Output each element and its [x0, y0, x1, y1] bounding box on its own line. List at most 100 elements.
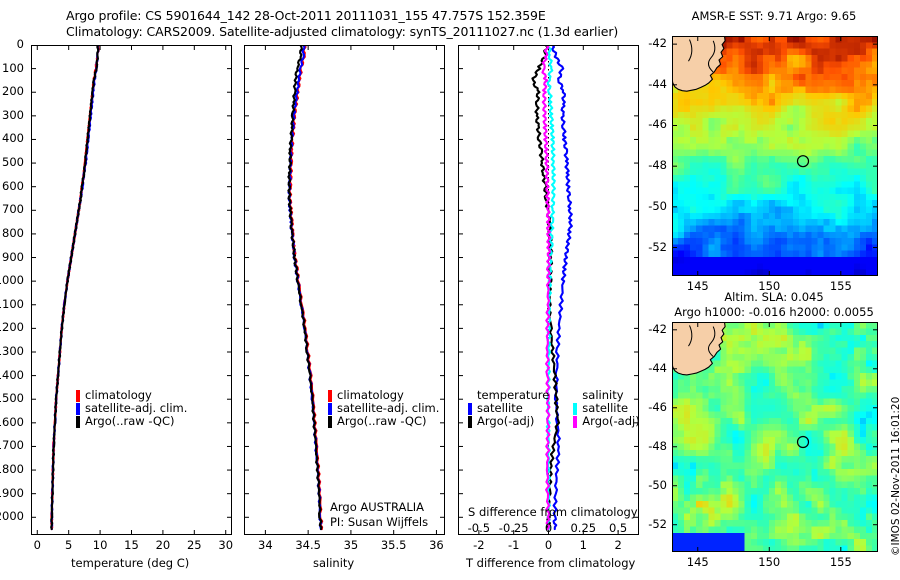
temperature-ticklabel-3: 15 — [124, 538, 139, 552]
difference-legend-sal-swatch-0 — [573, 402, 578, 415]
temperature-ticklabel-2: 10 — [92, 538, 108, 552]
sla-lon-ticklabel-0: 145 — [686, 555, 709, 569]
salinity-legend-row-1: satellite-adj. clim. — [328, 402, 439, 415]
depth-ticklabel-2: 200 — [2, 84, 24, 99]
depth-ticklabel-1: 100 — [2, 60, 24, 75]
temperature-legend-swatch-2 — [76, 415, 80, 428]
tdiff-ticklabel-0: -2 — [473, 538, 485, 552]
difference-plot-area — [458, 45, 639, 535]
temperature-plot-area — [31, 45, 232, 535]
sst-lat-ticklabel-2: -46 — [648, 117, 667, 132]
profile-location-marker — [796, 155, 810, 168]
depth-ticklabel-19: 1900 — [0, 485, 24, 500]
salinity-ticklabel-3: 35.5 — [380, 538, 407, 552]
sst-map — [672, 36, 878, 276]
sdiff-ticklabel-1: -0.25 — [498, 521, 529, 535]
difference-legend-sal-row-0: satellite — [573, 402, 639, 415]
sst-map-y-ticklabels: -42 -44 -46 -48 -50 -52 — [640, 36, 670, 276]
sla-map-y-ticklabels: -42 -44 -46 -48 -50 -52 — [640, 322, 670, 552]
difference-legend-sal-label-0: satellite — [582, 401, 629, 415]
temperature-legend-row-2: Argo(..raw -QC) — [76, 415, 187, 428]
depth-ticklabel-0: 0 — [16, 37, 24, 51]
difference-legend-sal-swatch-1 — [573, 415, 578, 428]
temperature-legend-label-2: Argo(..raw -QC) — [85, 414, 175, 428]
tdiff-ticklabel-3: 1 — [579, 538, 587, 552]
temperature-ticklabel-0: 0 — [33, 538, 41, 552]
sst-map-canvas — [672, 36, 878, 276]
difference-legend-sal-row-1: Argo(-adj) — [573, 414, 640, 428]
depth-ticklabel-17: 1700 — [0, 438, 24, 453]
sla-lat-ticklabel-0: -42 — [648, 321, 667, 336]
difference-legend-temp-swatch-0 — [468, 402, 472, 415]
sdiff-ticklabel-3: 0.25 — [570, 521, 597, 535]
difference-legend: temperature satellite Argo(-adj) salinity sa… — [468, 389, 640, 428]
depth-ticklabel-15: 1500 — [0, 391, 24, 406]
depth-ticklabel-9: 900 — [2, 249, 24, 264]
tdiff-ticklabel-4: 2 — [614, 538, 622, 552]
sla-lat-ticklabel-4: -50 — [648, 477, 667, 492]
salinity-legend-row-0: climatology — [328, 389, 439, 402]
depth-ticklabel-4: 400 — [2, 131, 24, 146]
sla-lon-ticklabel-1: 150 — [758, 555, 781, 569]
sla-map-canvas — [672, 322, 878, 552]
salinity-ticklabel-4: 36 — [429, 538, 444, 552]
salinity-legend-swatch-0 — [328, 389, 332, 402]
sst-lon-ticklabel-0: 145 — [686, 279, 709, 293]
temperature-y-ticklabels: 0 100 200 300 400 500 600 700 800 900 1000 1100 1200… — [0, 37, 28, 535]
salinity-legend-label-2: Argo(..raw -QC) — [337, 414, 427, 428]
salinity-ticklabel-1: 34.5 — [295, 538, 321, 552]
difference-top-axis-label: S difference from climatology — [468, 505, 638, 519]
temperature-legend-swatch-1 — [76, 402, 80, 415]
profile-location-marker — [796, 435, 810, 449]
salinity-ticklabel-2: 35 — [343, 538, 359, 552]
temperature-ticklabel-1: 5 — [65, 538, 73, 552]
header-line-1: Argo profile: CS 5901644_142 28-Oct-2011… — [66, 8, 546, 23]
sla-lon-ticklabel-2: 155 — [829, 555, 852, 569]
difference-legend-col-sal: salinity satellite Argo(-adj) — [573, 388, 640, 428]
salinity-annotation-pi: PI: Susan Wijffels — [330, 515, 429, 529]
temperature-legend-swatch-0 — [76, 389, 80, 402]
depth-ticklabel-7: 700 — [2, 202, 24, 217]
difference-legend-header-temp: temperature — [477, 388, 550, 402]
depth-ticklabel-11: 1100 — [0, 296, 24, 311]
sla-map-title-line1: Altim. SLA: 0.045 — [724, 290, 824, 304]
sdiff-ticklabel-4: 0.5 — [608, 521, 628, 535]
depth-ticklabel-3: 300 — [2, 107, 24, 122]
salinity-legend-label-1: satellite-adj. clim. — [337, 401, 440, 415]
depth-ticklabel-14: 1400 — [0, 367, 24, 382]
sst-map-title: AMSR-E SST: 9.71 Argo: 9.65 — [691, 9, 857, 23]
sla-lat-ticklabel-2: -46 — [648, 399, 667, 414]
difference-legend-temp-row-1: Argo(-adj) — [468, 415, 549, 428]
temperature-ticklabel-5: 25 — [186, 538, 202, 552]
temperature-legend-label-1: satellite-adj. clim. — [85, 401, 188, 415]
temperature-legend: climatology satellite-adj. clim. Argo(..ra… — [76, 389, 187, 428]
difference-legend-temp-label-1: Argo(-adj) — [477, 414, 535, 428]
temperature-ticklabel-4: 20 — [155, 538, 171, 552]
header-line-2: Climatology: CARS2009. Satellite-adjuste… — [66, 24, 619, 39]
depth-ticklabel-12: 1200 — [0, 320, 24, 335]
difference-legend-temp-swatch-1 — [468, 415, 472, 428]
difference-legend-sal-label-1: Argo(-adj) — [582, 414, 640, 428]
tdiff-ticklabel-1: -1 — [507, 538, 520, 552]
sla-lat-ticklabel-5: -52 — [648, 516, 667, 531]
difference-legend-header-sal: salinity — [582, 388, 624, 402]
difference-legend-col-temp: temperature satellite Argo(-adj) — [468, 389, 549, 428]
salinity-legend-row-2: Argo(..raw -QC) — [328, 415, 439, 428]
sla-map-title-line2: Argo h1000: -0.016 h2000: 0.0055 — [674, 305, 874, 319]
depth-ticklabel-20: 2000 — [0, 509, 24, 524]
temperature-axis-label: temperature (deg C) — [71, 556, 190, 570]
temperature-legend-row-1: satellite-adj. clim. — [76, 402, 187, 415]
depth-ticklabel-13: 1300 — [0, 343, 24, 358]
temperature-legend-row-0: climatology — [76, 389, 187, 402]
sst-lat-ticklabel-3: -48 — [648, 158, 667, 173]
sdiff-ticklabel-2: 0 — [544, 521, 553, 535]
sst-lon-ticklabel-2: 155 — [829, 279, 852, 293]
sst-lat-ticklabel-1: -44 — [648, 76, 667, 91]
difference-legend-temp-row-0: satellite — [468, 402, 549, 415]
difference-legend-temp-label-0: satellite — [477, 401, 523, 415]
depth-ticklabel-6: 600 — [2, 178, 24, 193]
salinity-plot-area — [244, 45, 445, 535]
salinity-legend-label-0: climatology — [337, 388, 404, 402]
salinity-legend-swatch-2 — [328, 415, 332, 428]
sla-lat-ticklabel-3: -48 — [648, 438, 667, 453]
